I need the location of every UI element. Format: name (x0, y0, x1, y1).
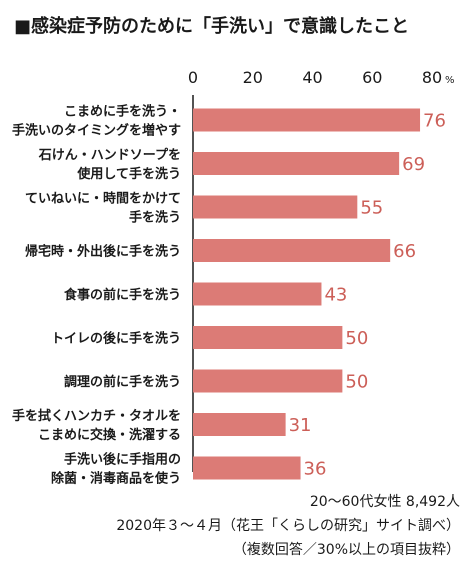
bar (193, 369, 343, 393)
category-label: 帰宅時・外出後に手を洗う (25, 244, 181, 260)
bar (193, 108, 421, 132)
note-method: （複数回答／30%以上の項目抜粋） (232, 542, 460, 558)
x-tick-label: 60 (362, 68, 382, 87)
chart-title: ■感染症予防のために「手洗い」で意識したこと (14, 16, 410, 37)
category-label: 手洗い後に手指用の (64, 452, 181, 468)
value-label: 50 (345, 372, 368, 393)
bar (193, 195, 358, 219)
value-label: 43 (324, 285, 347, 306)
source-notes: 20〜60代女性 8,492人 2020年３〜４月（花王「くらしの研究」サイト調… (116, 490, 460, 562)
category-label: トイレの後に手を洗う (51, 331, 181, 347)
bar (193, 413, 286, 436)
category-label: 除菌・消毒商品を使う (51, 471, 181, 487)
category-label: 手洗いのタイミングを増やす (12, 123, 181, 139)
x-tick-label: 40 (302, 68, 322, 87)
value-label: 69 (402, 154, 425, 175)
value-label: 50 (345, 328, 368, 349)
category-label: 使用して手を洗う (76, 166, 181, 182)
bar (193, 282, 322, 306)
category-label: 食事の前に手を洗う (64, 287, 181, 303)
category-label: ていねいに・時間をかけて (25, 191, 181, 207)
category-label: 調理の前に手を洗う (64, 374, 181, 390)
bar (193, 456, 301, 480)
note-source: 2020年３〜４月（花王「くらしの研究」サイト調べ） (116, 518, 460, 534)
category-label: 手を洗う (129, 210, 181, 226)
note-sample: 20〜60代女性 8,492人 (309, 494, 460, 510)
bar (193, 152, 400, 175)
x-tick-label: 0 (188, 68, 198, 87)
value-label: 31 (289, 415, 312, 436)
value-label: 55 (360, 198, 383, 219)
value-label: 36 (304, 459, 327, 480)
value-label: 76 (423, 111, 446, 132)
category-label: こまめに手を洗う・ (64, 104, 181, 120)
value-label: 66 (393, 241, 416, 262)
category-label: 手を拭くハンカチ・タオルを (12, 408, 181, 424)
category-label: こまめに交換・洗濯する (38, 427, 181, 443)
x-axis-unit: % (445, 75, 455, 86)
category-label: 石けん・ハンドソープを (38, 148, 181, 163)
bar (193, 239, 391, 262)
bar (193, 326, 343, 349)
x-tick-label: 20 (243, 68, 263, 87)
x-tick-label: 80 (422, 68, 442, 87)
